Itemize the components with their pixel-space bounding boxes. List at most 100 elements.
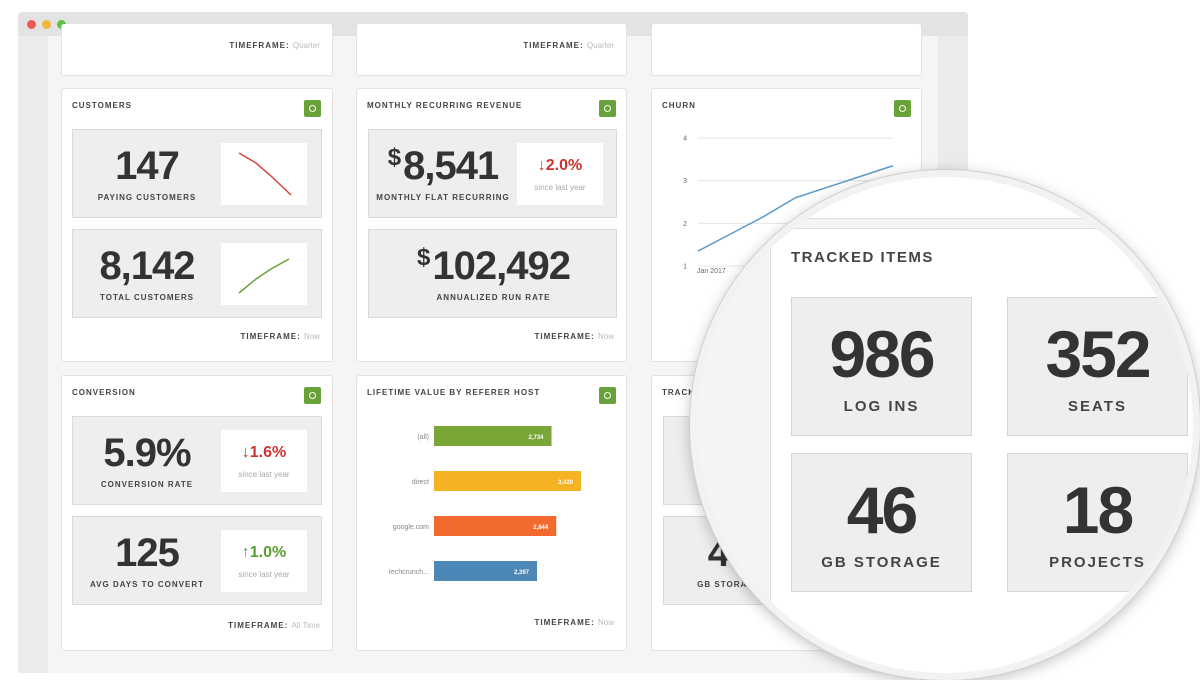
timeframe-value: Now: [597, 332, 614, 341]
card-title: CUSTOMERS: [72, 101, 132, 110]
settings-button[interactable]: [599, 100, 616, 117]
category-label: (all): [417, 434, 429, 441]
y-tick-label: 3: [683, 178, 687, 185]
metric-value: $102,492: [369, 244, 618, 289]
metric-value: 352: [1045, 317, 1151, 391]
metric-label: PAYING CUSTOMERS: [97, 193, 197, 202]
card-title: CHURN: [662, 101, 696, 110]
timeframe-label: TIMEFRAME:: [228, 621, 289, 630]
metric-label: LOG INS: [843, 398, 920, 415]
metric-label: TOTAL CUSTOMERS: [100, 293, 194, 302]
currency: $: [417, 244, 430, 271]
card: TIMEFRAME: Quarter: [61, 24, 333, 76]
bar-chart: (all) 2,734 direct 3,420 google.com 2,844 tech…: [389, 426, 581, 581]
category-label: direct: [412, 479, 429, 486]
card: [651, 24, 922, 76]
metric-tile: 147 PAYING CUSTOMERS: [72, 129, 322, 218]
timeframe-label: TIMEFRAME:: [534, 332, 595, 341]
metric-value: 5.9%: [103, 431, 191, 475]
change-note: since last year: [534, 183, 586, 192]
metric-value: 986: [829, 317, 935, 391]
category-label: techcrunch...: [389, 569, 429, 576]
change-box: ↑1.0% since last year: [221, 530, 307, 592]
y-tick-label: 1: [683, 264, 687, 271]
timeframe: TIMEFRAME: Now: [241, 332, 320, 341]
metric-label: ANNUALIZED RUN RATE: [436, 293, 551, 302]
metric-tile: 352 SEATS: [1007, 297, 1188, 436]
value-label: 2,844: [533, 525, 549, 531]
card-title: LIFETIME VALUE BY REFERER HOST: [367, 388, 541, 397]
timeframe-value: Quarter: [292, 41, 320, 50]
metric-label: GB STORAGE: [697, 580, 761, 589]
sparkline-path: [238, 152, 292, 196]
change: ↓2.0%: [537, 157, 583, 174]
metric-tile: $8,541 MONTHLY FLAT RECURRING ↓2.0% since…: [368, 129, 617, 218]
y-tick-label: 2: [683, 221, 687, 228]
change: ↓1.6%: [241, 444, 287, 461]
bar: [434, 426, 552, 446]
metric-label: SEATS: [1068, 398, 1127, 415]
customers-card: CUSTOMERS 147 PAYING CUSTOMERS 8,142 TOT…: [61, 88, 333, 362]
metric-tile: $102,492 ANNUALIZED RUN RATE: [368, 229, 617, 318]
metric-value: $8,541: [369, 144, 517, 189]
timeframe-label: TIMEFRAME:: [240, 332, 301, 341]
timeframe-label: TIMEFRAME:: [229, 41, 290, 50]
category-label: google.com: [393, 524, 429, 531]
timeframe-value: Now: [597, 618, 614, 627]
card-title: TRACKED ITEMS: [791, 249, 934, 266]
card-title: MONTHLY RECURRING REVENUE: [367, 101, 523, 110]
mrr-card: MONTHLY RECURRING REVENUE $8,541 MONTHLY…: [356, 88, 627, 362]
timeframe-label: TIMEFRAME:: [523, 41, 584, 50]
lifetime-value-card: LIFETIME VALUE BY REFERER HOST (all) 2,73…: [356, 375, 627, 651]
value: 8,541: [403, 144, 499, 188]
timeframe-value: Quarter: [586, 41, 614, 50]
change-box: ↓1.6% since last year: [221, 430, 307, 492]
y-tick-label: 4: [683, 136, 687, 143]
timeframe: TIMEFRAME: Now: [535, 332, 614, 341]
conversion-card: CONVERSION 5.9% CONVERSION RATE ↓1.6% sin…: [61, 375, 333, 651]
value-label: 2,397: [514, 570, 530, 576]
change: ↑1.0%: [241, 544, 287, 561]
metric-tile: 18 PROJECTS: [1007, 453, 1188, 592]
timeframe: TIMEFRAME: Now: [535, 618, 614, 627]
currency: $: [387, 144, 401, 171]
metric-value: 8,142: [99, 244, 195, 288]
value-label: 3,420: [558, 480, 574, 486]
metric-tile: 986 LOG INS: [791, 297, 972, 436]
metric-tile: 5.9% CONVERSION RATE ↓1.6% since last yea…: [72, 416, 322, 505]
metric-label: MONTHLY FLAT RECURRING: [376, 193, 510, 202]
bar: [434, 561, 538, 581]
settings-button[interactable]: [894, 100, 911, 117]
tracked-items-zoom: TRACKED ITEMS 986 LOG INS 352 SEATS 46 GB S…: [770, 228, 1193, 673]
card-title: CONVERSION: [72, 388, 136, 397]
timeframe: TIMEFRAME: All Time: [228, 621, 320, 630]
timeframe: TIMEFRAME: Quarter: [229, 41, 320, 50]
minimize-button[interactable]: [42, 20, 51, 29]
value-label: 2,734: [528, 435, 544, 441]
metric-tile: 46 GB STORAGE: [791, 453, 972, 592]
metric-value: 46: [846, 473, 918, 547]
sparkline-path: [238, 258, 290, 294]
value: 102,492: [432, 244, 571, 288]
change-note: since last year: [238, 470, 290, 479]
settings-button[interactable]: [599, 387, 616, 404]
close-button[interactable]: [27, 20, 36, 29]
metric-label: PROJECTS: [1049, 554, 1146, 571]
timeframe-value: All Time: [291, 621, 320, 630]
timeframe-label: TIMEFRAME:: [534, 618, 595, 627]
settings-button[interactable]: [304, 100, 321, 117]
metric-tile: 125 AVG DAYS TO CONVERT ↑1.0% since last …: [72, 516, 322, 605]
magnifier: TRACKED ITEMS 986 LOG INS 352 SEATS 46 GB S…: [690, 170, 1200, 680]
timeframe-value: Now: [303, 332, 320, 341]
metric-value: 147: [115, 144, 180, 188]
card: TIMEFRAME: Quarter: [356, 24, 627, 76]
card: [757, 177, 1193, 219]
sparkline: [221, 143, 307, 205]
bar: [434, 516, 557, 536]
metric-tile: 8,142 TOTAL CUSTOMERS: [72, 229, 322, 318]
settings-button[interactable]: [304, 387, 321, 404]
metric-label: AVG DAYS TO CONVERT: [90, 580, 204, 589]
change-note: since last year: [238, 570, 290, 579]
metric-value: 125: [115, 531, 180, 575]
